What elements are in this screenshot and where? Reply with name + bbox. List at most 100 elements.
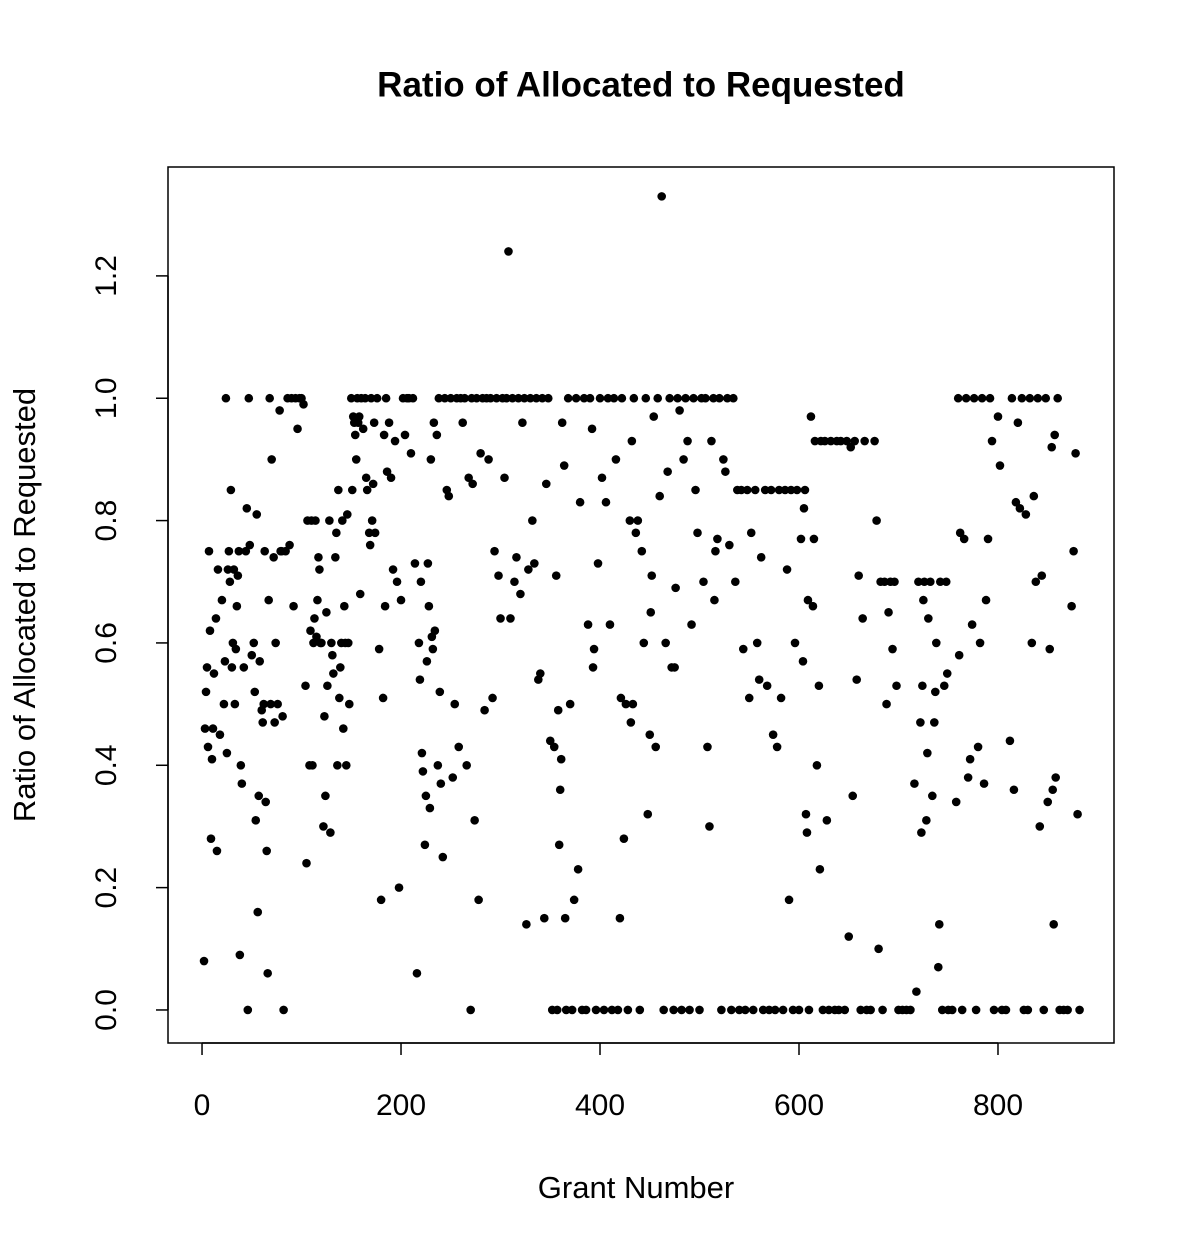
point [665,393,674,403]
point [382,467,392,476]
point [366,393,376,403]
point [217,595,227,605]
point [1067,601,1076,611]
point [364,528,374,538]
point [870,436,879,446]
point [229,565,239,574]
point [924,614,933,623]
point [673,393,682,403]
point [579,393,589,403]
point [691,485,700,495]
point [561,1005,571,1015]
point [361,473,371,483]
point [965,754,975,764]
point [906,1005,915,1015]
point [1021,510,1031,519]
point [953,393,963,403]
point [918,681,927,691]
point [677,1005,686,1015]
point [530,559,539,568]
point [430,626,440,635]
point [486,393,495,403]
point [912,987,921,996]
point [234,546,244,556]
point [458,418,468,428]
point [1023,1005,1033,1015]
point [874,944,883,954]
point [400,430,410,440]
point [699,577,708,587]
point [539,913,549,923]
point [557,418,567,428]
point [281,546,290,556]
point [981,595,991,605]
point [332,528,341,538]
point [626,718,636,727]
point [842,436,852,446]
point [555,785,565,795]
chart-title: Ratio of Allocated to Requested [377,65,905,104]
point [1069,546,1078,556]
y-tick-label: 1.0 [90,377,123,419]
point [518,418,527,428]
point [331,552,340,562]
point [649,412,659,421]
point [748,1005,758,1015]
point [1005,736,1015,746]
point [327,638,336,648]
point [490,546,499,556]
point [422,656,432,666]
point [251,816,261,825]
point [1049,920,1059,929]
point [663,467,672,476]
point [820,436,830,446]
point [814,681,824,691]
point [882,699,891,709]
point [376,895,386,905]
point [502,393,511,403]
point [506,614,515,623]
point [1025,393,1035,403]
point [591,1005,601,1015]
point [474,895,483,905]
point [317,638,326,648]
point [524,565,533,574]
point [860,436,869,446]
point [826,436,836,446]
point [556,754,566,764]
point [429,418,439,428]
point [313,595,322,605]
point [325,516,334,525]
point [213,565,223,574]
point [599,1005,609,1015]
point [494,571,503,580]
y-tick-label: 0.6 [90,622,123,664]
point [653,393,663,403]
point [206,834,216,843]
point [1001,1005,1011,1015]
point [766,485,776,495]
point [782,565,792,574]
point [639,638,649,648]
point [236,760,246,770]
point [633,516,643,525]
point [866,1005,875,1015]
point [880,577,889,587]
point [567,1005,577,1015]
point [752,638,762,648]
point [510,577,519,587]
point [941,577,951,587]
point [961,393,971,403]
point [424,601,434,611]
point [408,393,418,403]
point [379,430,389,440]
point [264,595,273,605]
point [995,461,1005,470]
point [611,455,621,464]
point [346,393,356,403]
point [227,663,237,672]
point [711,546,720,556]
point [260,546,270,556]
point [416,577,426,587]
point [729,393,738,403]
